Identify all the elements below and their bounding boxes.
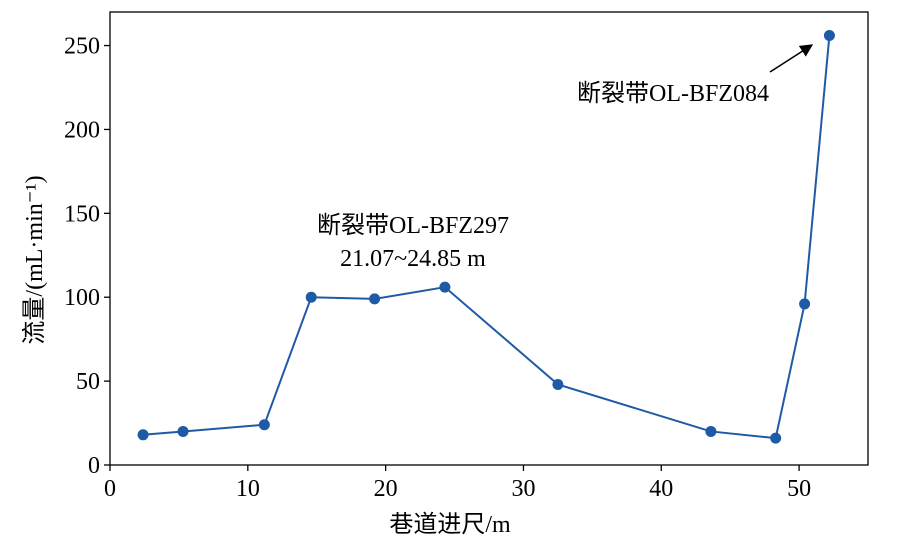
annotation-arrow — [769, 44, 814, 73]
annotation: 21.07~24.85 m — [340, 246, 486, 272]
x-tick-label: 0 — [104, 476, 116, 502]
data-point — [305, 291, 317, 303]
data-point — [799, 298, 811, 310]
y-tick-label: 100 — [64, 285, 100, 311]
data-point — [770, 432, 782, 444]
y-tick-label: 0 — [88, 453, 100, 479]
data-point — [258, 419, 270, 431]
annotation: 断裂带OL-BFZ084 — [577, 80, 769, 107]
x-tick-label: 10 — [236, 476, 260, 502]
y-tick-label: 250 — [64, 34, 100, 60]
annotation: 断裂带OL-BFZ297 — [317, 212, 509, 239]
x-tick-label: 30 — [511, 476, 535, 502]
y-tick-label: 150 — [64, 201, 100, 227]
data-point — [439, 281, 451, 293]
data-point — [705, 425, 717, 437]
data-point — [823, 29, 835, 41]
y-tick-label: 50 — [76, 369, 100, 395]
x-tick-label: 20 — [374, 476, 398, 502]
y-tick-label: 200 — [64, 117, 100, 143]
x-axis-label: 巷道进尺/m — [389, 511, 511, 538]
data-point — [552, 378, 564, 390]
data-point — [137, 429, 149, 441]
x-tick-label: 50 — [787, 476, 811, 502]
x-tick-label: 40 — [649, 476, 673, 502]
y-axis-label: 流量/(mL·min⁻¹) — [21, 175, 48, 344]
data-point — [177, 425, 189, 437]
data-point — [369, 293, 381, 305]
plot-frame — [109, 11, 869, 466]
